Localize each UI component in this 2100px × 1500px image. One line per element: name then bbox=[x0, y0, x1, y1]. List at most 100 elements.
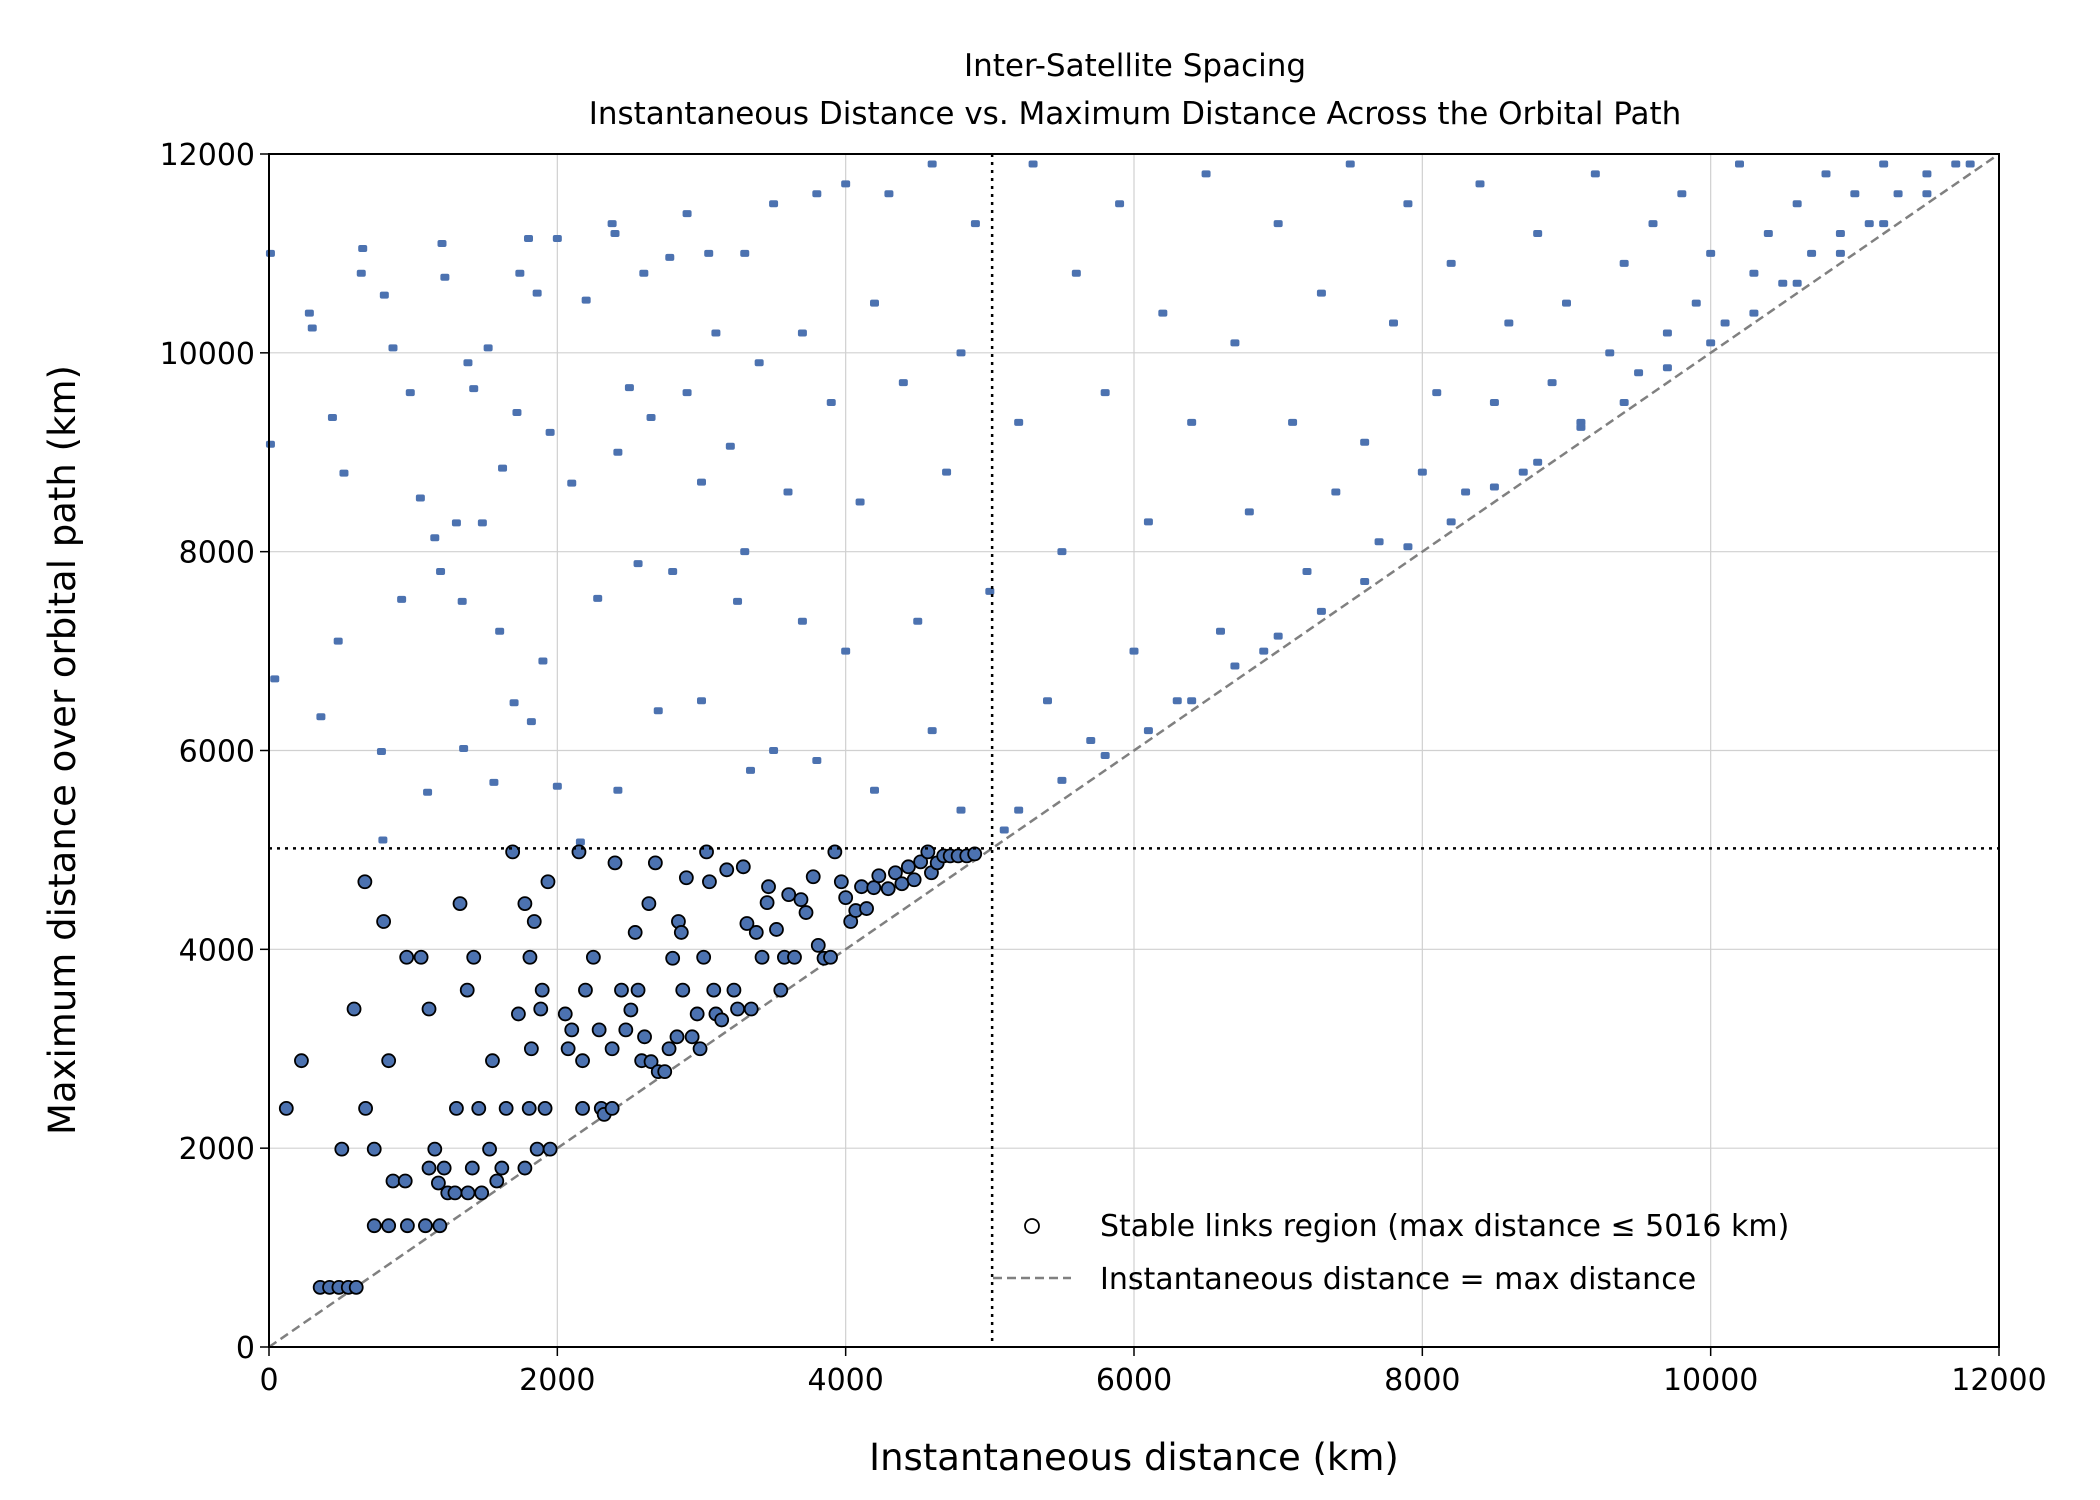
stable-data-point bbox=[810, 937, 826, 953]
data-point bbox=[639, 269, 649, 277]
data-point bbox=[841, 647, 851, 655]
stable-data-point bbox=[866, 880, 882, 896]
stable-data-point bbox=[607, 855, 623, 871]
stable-data-point bbox=[346, 1001, 362, 1017]
legend: Stable links region (max distance ≤ 5016… bbox=[993, 1209, 1789, 1297]
data-point bbox=[575, 838, 585, 846]
data-point bbox=[607, 220, 617, 228]
data-point bbox=[1619, 399, 1629, 407]
data-point bbox=[1230, 339, 1240, 347]
x-tick-label: 6000 bbox=[1096, 1363, 1172, 1398]
stable-data-point bbox=[641, 896, 657, 912]
stable-data-point bbox=[376, 914, 392, 929]
stable-data-point bbox=[706, 982, 722, 998]
stable-data-point bbox=[485, 1053, 500, 1069]
data-point bbox=[526, 718, 536, 726]
stable-data-point bbox=[781, 887, 797, 903]
y-axis-label: Maximum distance over orbital path (km) bbox=[41, 365, 84, 1135]
data-point bbox=[1316, 607, 1326, 615]
stable-data-point bbox=[669, 1029, 685, 1045]
data-point bbox=[552, 235, 562, 243]
data-point bbox=[1576, 423, 1586, 431]
stable-data-point bbox=[591, 1022, 607, 1038]
x-tick-label: 8000 bbox=[1384, 1363, 1460, 1398]
stable-data-point bbox=[793, 892, 809, 908]
data-point bbox=[463, 359, 473, 367]
data-point bbox=[1244, 508, 1254, 516]
stable-data-point bbox=[564, 1022, 580, 1038]
stable-data-point bbox=[366, 1218, 382, 1234]
data-point bbox=[1187, 697, 1197, 705]
data-point bbox=[498, 464, 508, 472]
legend-label-stable: Stable links region (max distance ≤ 5016… bbox=[1100, 1209, 1789, 1244]
data-point bbox=[1288, 418, 1298, 426]
stable-data-point bbox=[397, 1173, 413, 1189]
stable-data-point bbox=[854, 879, 869, 895]
data-point bbox=[1403, 200, 1413, 208]
stable-data-point bbox=[678, 870, 694, 886]
data-point bbox=[1677, 190, 1687, 198]
data-point bbox=[1778, 279, 1788, 287]
data-point bbox=[1446, 518, 1456, 526]
data-point bbox=[1662, 329, 1672, 337]
data-point bbox=[1533, 458, 1543, 466]
data-point bbox=[1879, 220, 1889, 228]
data-point bbox=[1100, 389, 1110, 397]
data-point bbox=[985, 587, 995, 595]
data-point bbox=[769, 200, 779, 208]
stable-data-point bbox=[657, 1064, 673, 1080]
data-point bbox=[1273, 220, 1283, 228]
data-point bbox=[610, 230, 620, 238]
stable-data-point bbox=[471, 1101, 487, 1116]
stable-data-point bbox=[427, 1141, 443, 1157]
data-point bbox=[1821, 170, 1831, 178]
data-point bbox=[613, 448, 623, 456]
data-point bbox=[826, 399, 836, 407]
data-point bbox=[1100, 751, 1110, 759]
data-point bbox=[532, 289, 542, 297]
stable-data-point bbox=[521, 1101, 537, 1116]
data-point bbox=[1547, 379, 1557, 387]
data-point bbox=[1893, 190, 1903, 198]
stable-data-point bbox=[385, 1173, 401, 1189]
ticks: 0 2000 4000 6000 8000 10000 12000 0 2000 4000 6000… bbox=[160, 138, 2047, 1398]
data-point bbox=[1648, 220, 1658, 228]
stable-data-point bbox=[432, 1218, 448, 1234]
data-point bbox=[1143, 518, 1153, 526]
stable-data-point bbox=[618, 1022, 634, 1038]
data-point bbox=[1792, 200, 1802, 208]
stable-data-point bbox=[913, 854, 929, 870]
data-point bbox=[942, 468, 952, 476]
data-point bbox=[1432, 389, 1442, 397]
data-point bbox=[1951, 160, 1961, 168]
data-point bbox=[1302, 568, 1312, 576]
stable-data-point bbox=[489, 1173, 505, 1189]
data-point bbox=[265, 440, 275, 448]
data-point bbox=[1086, 737, 1096, 745]
data-point bbox=[1691, 299, 1701, 307]
data-point bbox=[870, 786, 879, 794]
data-point bbox=[740, 249, 750, 257]
stable-data-point bbox=[534, 982, 550, 998]
stable-data-point bbox=[754, 949, 770, 965]
data-point bbox=[956, 806, 966, 814]
stable-data-point bbox=[630, 982, 646, 998]
stable-data-point bbox=[430, 1175, 446, 1191]
data-point bbox=[1230, 662, 1240, 670]
stable-data-point bbox=[348, 1279, 364, 1295]
data-point bbox=[1835, 249, 1845, 257]
data-point bbox=[855, 498, 865, 506]
data-point bbox=[316, 713, 326, 721]
stable-data-point bbox=[773, 982, 789, 998]
data-point bbox=[1763, 230, 1773, 238]
stable-data-point bbox=[413, 949, 429, 965]
chart-subtitle: Instantaneous Distance vs. Maximum Dista… bbox=[589, 96, 1682, 132]
data-point bbox=[1216, 627, 1225, 635]
data-point bbox=[1461, 488, 1471, 496]
data-point bbox=[999, 826, 1009, 834]
stable-data-point bbox=[730, 1001, 745, 1017]
data-point bbox=[1345, 160, 1355, 168]
data-point bbox=[358, 244, 368, 252]
data-point bbox=[613, 786, 623, 794]
data-point bbox=[459, 745, 469, 753]
